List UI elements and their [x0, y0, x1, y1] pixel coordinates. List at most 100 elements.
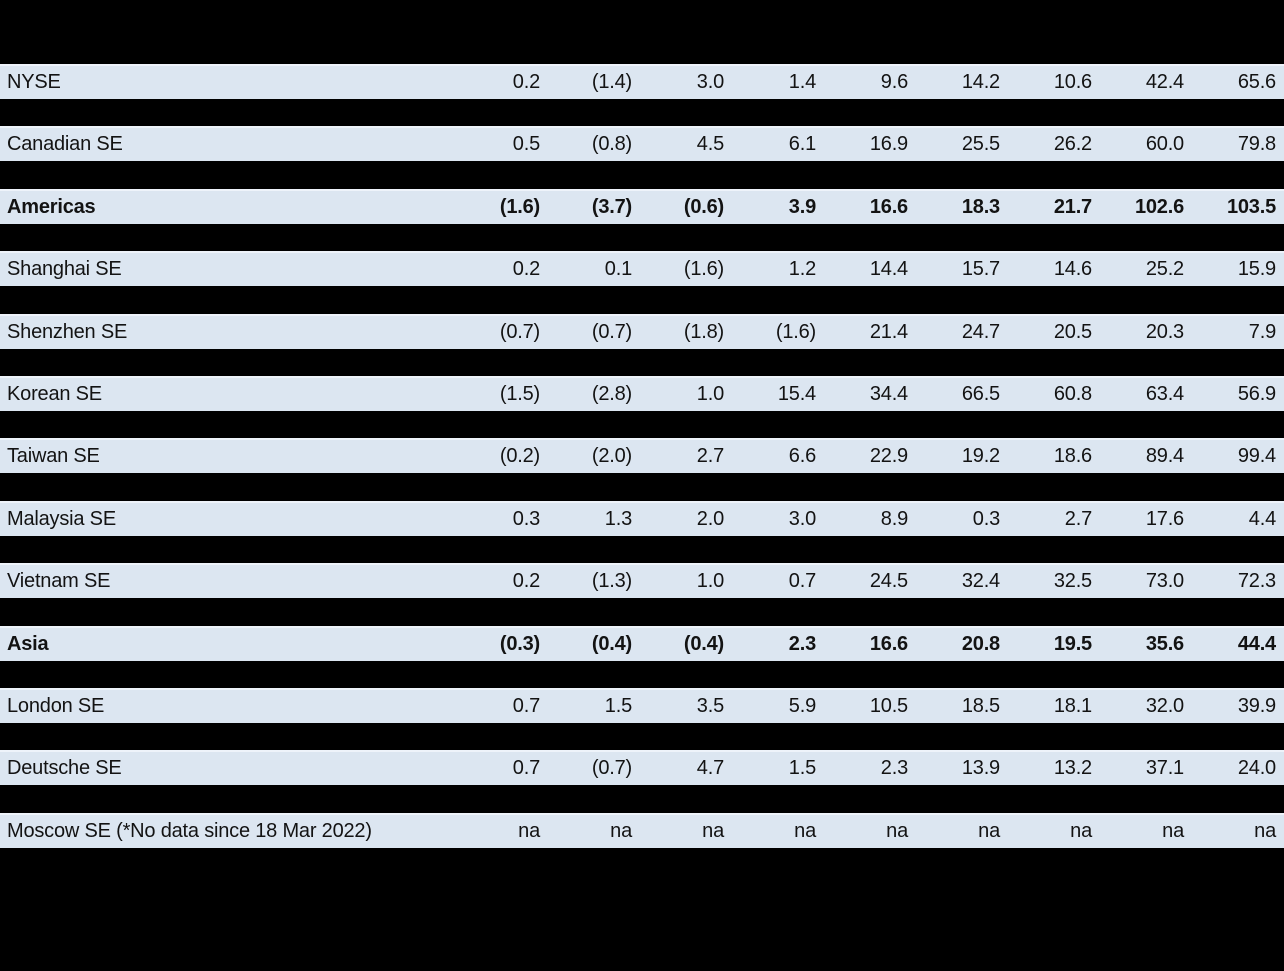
row-value: (1.8) — [683, 320, 724, 343]
row-value: na — [1162, 819, 1184, 842]
table-row: Americas (1.6) (3.7) (0.6) 3.9 16.6 18.3 21.7 1… — [0, 188, 1284, 224]
row-value: 0.2 — [512, 258, 540, 281]
row-value: 1.0 — [696, 382, 724, 405]
row-value: 79.8 — [1237, 133, 1276, 156]
table-row: Taiwan SE (0.2) (2.0) 2.7 6.6 22.9 19.2 18.6 89… — [0, 438, 1284, 474]
row-value: 15.4 — [777, 382, 816, 405]
row-label: Moscow SE (*No data since 18 Mar 2022) — [7, 819, 372, 842]
table-row: Deutsche SE 0.7 (0.7) 4.7 1.5 2.3 13.9 13.2 37.… — [0, 750, 1284, 786]
row-value: 1.5 — [788, 757, 816, 780]
row-value: 32.0 — [1145, 694, 1184, 717]
row-value: 0.7 — [512, 694, 540, 717]
row-value: 1.4 — [788, 71, 816, 93]
row-value: na — [702, 819, 724, 842]
row-value: 10.5 — [869, 694, 908, 717]
row-label: Asia — [7, 632, 49, 655]
row-value: (1.6) — [683, 258, 724, 281]
row-value: 14.4 — [869, 258, 908, 281]
row-value: 72.3 — [1237, 570, 1276, 593]
row-value: 14.6 — [1053, 258, 1092, 281]
row-value: 8.9 — [880, 507, 908, 530]
row-label: Malaysia SE — [7, 507, 116, 530]
row-label: Canadian SE — [7, 133, 123, 156]
row-value: 6.6 — [788, 445, 816, 468]
row-label: Shanghai SE — [7, 258, 122, 281]
row-value: 0.7 — [512, 757, 540, 780]
exchange-table: NYSE 0.2 (1.4) 3.0 1.4 9.6 14.2 10.6 42.4 65.6 C… — [0, 64, 1284, 875]
row-value: 3.9 — [788, 195, 816, 218]
row-value: 4.5 — [696, 133, 724, 156]
row-value: 34.4 — [869, 382, 908, 405]
row-value: 2.3 — [788, 632, 816, 655]
row-value: 25.5 — [961, 133, 1000, 156]
exchange-table-body: NYSE 0.2 (1.4) 3.0 1.4 9.6 14.2 10.6 42.4 65.6 C… — [0, 64, 1284, 848]
row-value: 89.4 — [1145, 445, 1184, 468]
row-value: 1.5 — [604, 694, 632, 717]
row-label: Americas — [7, 195, 96, 218]
row-value: (0.4) — [683, 632, 724, 655]
row-value: 19.2 — [961, 445, 1000, 468]
row-value: 0.5 — [512, 133, 540, 156]
row-value: 2.0 — [696, 507, 724, 530]
row-value: 25.2 — [1145, 258, 1184, 281]
row-value: 14.2 — [961, 71, 1000, 93]
row-value: 16.6 — [869, 195, 908, 218]
row-value: 63.4 — [1145, 382, 1184, 405]
row-value: 24.5 — [869, 570, 908, 593]
row-value: (3.7) — [591, 195, 632, 218]
row-value: 99.4 — [1237, 445, 1276, 468]
row-value: 39.9 — [1237, 694, 1276, 717]
row-value: 6.1 — [788, 133, 816, 156]
row-value: (1.3) — [591, 570, 632, 593]
row-value: 73.0 — [1145, 570, 1184, 593]
row-value: 19.5 — [1053, 632, 1092, 655]
row-value: 26.2 — [1053, 133, 1092, 156]
row-value: 0.3 — [972, 507, 1000, 530]
row-label: Taiwan SE — [7, 445, 100, 468]
row-value: (1.6) — [499, 195, 540, 218]
row-value: 5.9 — [788, 694, 816, 717]
row-value: 42.4 — [1145, 71, 1184, 93]
row-label: London SE — [7, 694, 105, 717]
row-value: (0.4) — [591, 632, 632, 655]
row-value: 20.8 — [961, 632, 1000, 655]
row-value: 9.6 — [880, 71, 908, 93]
row-value: 2.7 — [696, 445, 724, 468]
row-value: 10.6 — [1053, 71, 1092, 93]
table-row: Asia (0.3) (0.4) (0.4) 2.3 16.6 20.8 19.5 35.6 4… — [0, 625, 1284, 661]
row-value: 18.1 — [1053, 694, 1092, 717]
row-value: (0.7) — [499, 320, 540, 343]
row-value: 22.9 — [869, 445, 908, 468]
row-value: (0.6) — [683, 195, 724, 218]
row-value: 3.5 — [696, 694, 724, 717]
row-value: 4.7 — [696, 757, 724, 780]
row-value: 24.7 — [961, 320, 1000, 343]
row-value: 20.5 — [1053, 320, 1092, 343]
row-value: (0.7) — [591, 757, 632, 780]
table-row: Shanghai SE 0.2 0.1 (1.6) 1.2 14.4 15.7 14.6 25… — [0, 251, 1284, 287]
row-value: 37.1 — [1145, 757, 1184, 780]
row-value: 3.0 — [788, 507, 816, 530]
row-value: (0.7) — [591, 320, 632, 343]
row-value: na — [518, 819, 540, 842]
row-value: 66.5 — [961, 382, 1000, 405]
row-value: na — [1070, 819, 1092, 842]
row-value: (2.8) — [591, 382, 632, 405]
row-value: 60.8 — [1053, 382, 1092, 405]
row-value: 1.3 — [604, 507, 632, 530]
row-value: 3.0 — [696, 71, 724, 93]
row-value: 16.6 — [869, 632, 908, 655]
row-value: 13.2 — [1053, 757, 1092, 780]
table-row: Moscow SE (*No data since 18 Mar 2022) n… — [0, 812, 1284, 848]
table-row: London SE 0.7 1.5 3.5 5.9 10.5 18.5 18.1 32.0 39… — [0, 687, 1284, 723]
row-value: 21.7 — [1053, 195, 1092, 218]
table-row: Shenzhen SE (0.7) (0.7) (1.8) (1.6) 21.4 24.7… — [0, 313, 1284, 349]
row-value: 7.9 — [1248, 320, 1276, 343]
row-value: na — [1254, 819, 1276, 842]
row-label: Korean SE — [7, 382, 102, 405]
row-value: 16.9 — [869, 133, 908, 156]
table-row: Canadian SE 0.5 (0.8) 4.5 6.1 16.9 25.5 26.2 60… — [0, 126, 1284, 162]
row-value: 21.4 — [869, 320, 908, 343]
row-value: 102.6 — [1134, 195, 1184, 218]
